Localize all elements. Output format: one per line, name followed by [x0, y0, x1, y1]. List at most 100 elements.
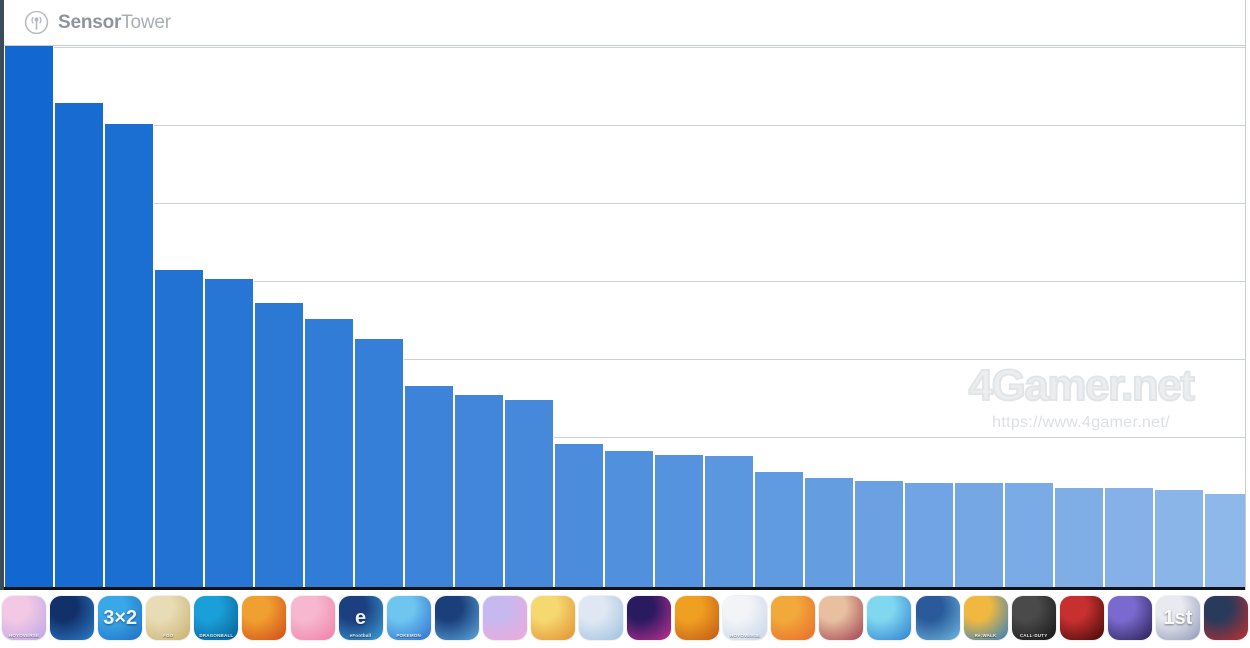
chart-header: SensorTower [4, 0, 1246, 46]
app-icon-art [819, 596, 864, 640]
app-icon-art [434, 596, 479, 640]
app-icon-art [675, 596, 720, 640]
bar [804, 478, 854, 587]
bar [454, 395, 504, 587]
app-icon-art [867, 596, 912, 640]
app-icon-art [482, 596, 527, 640]
app-icon-tsum-tsum [530, 596, 575, 640]
app-icon-caption: Re:WALK [974, 633, 997, 638]
app-icon-pokemon-go [771, 596, 816, 640]
bar [954, 483, 1004, 587]
bar [554, 444, 604, 587]
app-icon-art [915, 596, 960, 640]
app-icon-art [386, 596, 431, 640]
app-icon-efootball: e eFootball [338, 596, 383, 640]
bar-series [4, 46, 1245, 587]
app-icon-blue-archive [578, 596, 623, 640]
brand-light: Tower [121, 11, 171, 33]
bar [104, 124, 154, 587]
app-icon-art [146, 596, 191, 640]
app-icon-first-place-story: 1st [1155, 596, 1200, 640]
bar [1204, 494, 1245, 587]
brand-bold: Sensor [58, 11, 122, 33]
app-icon-caption: HOYOVERSE [8, 633, 40, 638]
app-icon-honkai-impact: HOYOVERSE [723, 596, 768, 640]
app-icon-royal-match [675, 596, 720, 640]
gridline [4, 125, 1245, 126]
bar [704, 456, 754, 587]
app-icon-jujutsu-kaisen [1203, 596, 1248, 640]
app-icon-caption: POKEMON [396, 633, 421, 638]
left-rail [0, 0, 4, 590]
app-icon-honkai-star-rail: HOYOVERSE [2, 596, 47, 640]
app-icon-fate-grand-order: FGO [146, 596, 191, 640]
axis-baseline [4, 587, 1245, 590]
app-icon-project-sekai [867, 596, 912, 640]
app-icon-dragon-quest-walk: Re:WALK [963, 596, 1008, 640]
app-icon-caption: HOYOVERSE [730, 633, 761, 638]
brand-name: SensorTower [58, 12, 171, 34]
app-icon-art [2, 596, 47, 640]
app-icon-strip: HOYOVERSE 3×2 FGO DRAGONBALL e eFootball POKEM… [0, 593, 1250, 648]
bar [354, 339, 404, 587]
app-icon-art [194, 596, 239, 640]
bar [604, 451, 654, 587]
app-icon-art [1203, 596, 1248, 640]
bar [754, 472, 804, 587]
app-icon-art [338, 596, 383, 640]
app-icon-caption: CALL·DUTY [1019, 633, 1048, 638]
gridline [4, 281, 1245, 282]
gridline [4, 47, 1245, 48]
app-icon-art [50, 596, 95, 640]
bar [1104, 488, 1154, 587]
app-icon-nikke [819, 596, 864, 640]
app-icon-art [1155, 596, 1200, 640]
bar [1004, 483, 1054, 587]
app-icon-blue-sphere-game [434, 596, 479, 640]
bar [254, 303, 304, 587]
app-icon-runner-3x2-game: 3×2 [98, 596, 143, 640]
app-icon-identity-v [1059, 596, 1104, 640]
bar [504, 400, 554, 587]
bar [904, 483, 954, 587]
app-icon-glyph: 3×2 [103, 607, 138, 629]
bar [154, 270, 204, 587]
bar [204, 279, 254, 587]
app-icon-monster-strike [242, 596, 287, 640]
gridline [4, 359, 1245, 360]
app-icon-art [98, 596, 143, 640]
app-icon-art [1107, 596, 1152, 640]
app-icon-glyph: e [355, 607, 367, 629]
bar [654, 455, 704, 587]
app-icon-dragon-ball-legends: DRAGONBALL [194, 596, 239, 640]
app-icon-caption: eFootball [349, 633, 372, 638]
app-icon-pink-anime-rpg [290, 596, 335, 640]
bar [304, 319, 354, 587]
app-icon-art [578, 596, 623, 640]
app-icon-art [530, 596, 575, 640]
gridline [4, 203, 1245, 204]
app-icon-art [771, 596, 816, 640]
app-icon-mecha-battle-game [50, 596, 95, 640]
app-icon-art [627, 596, 672, 640]
app-icon-glyph: 1st [1163, 607, 1193, 629]
app-icon-pokemon-tcg-pocket: POKEMON [386, 596, 431, 640]
app-icon-ensemble-stars [1107, 596, 1152, 640]
app-icon-art [723, 596, 768, 640]
bar [404, 386, 454, 587]
app-icon-art [242, 596, 287, 640]
gridline [4, 437, 1245, 438]
app-icon-row: HOYOVERSE 3×2 FGO DRAGONBALL e eFootball POKEM… [0, 596, 1250, 646]
app-icon-art [963, 596, 1008, 640]
app-icon-anime-duo-game [915, 596, 960, 640]
bar [854, 481, 904, 587]
chart-plot-area: 4Gamer.net https://www.4gamer.net/ [4, 46, 1246, 590]
bar [4, 46, 54, 587]
app-icon-call-of-duty-mobile: CALL·DUTY [1011, 596, 1056, 640]
app-icon-art [1011, 596, 1056, 640]
app-icon-art [290, 596, 335, 640]
app-icon-caption: DRAGONBALL [199, 633, 234, 638]
app-icon-caption: FGO [163, 633, 174, 638]
bar [1154, 490, 1204, 587]
